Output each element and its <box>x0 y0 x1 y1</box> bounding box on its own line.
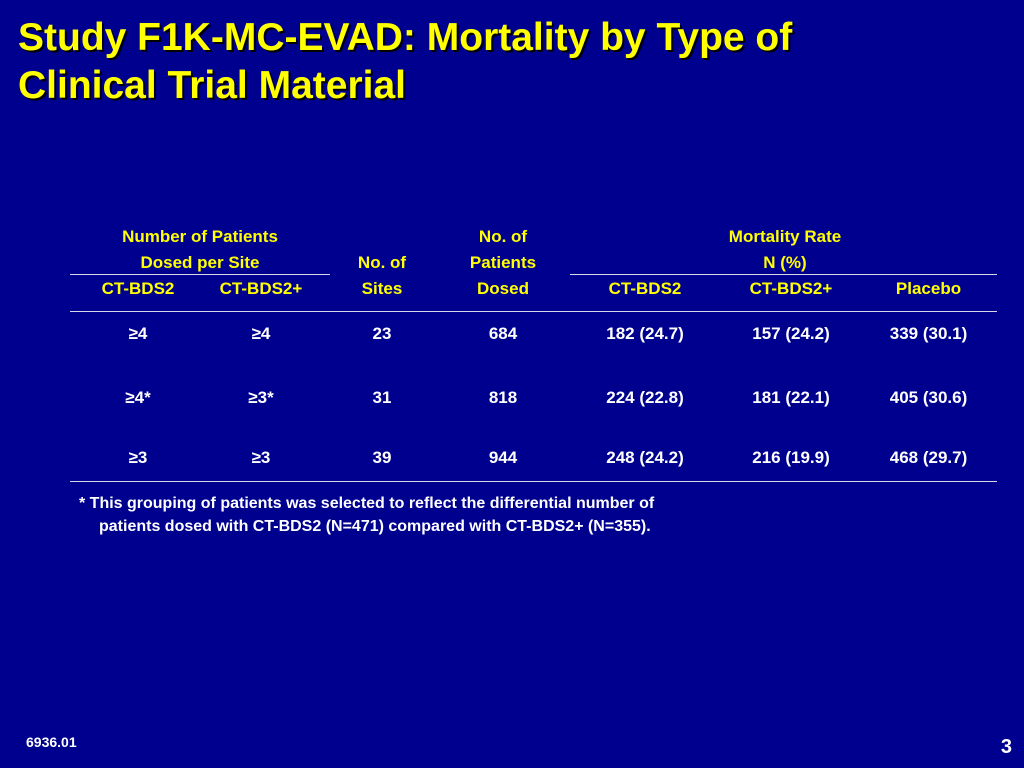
header-mortality-rate-line-1: Mortality Rate <box>728 227 842 246</box>
header-patients-dosed-line-2: Patients <box>469 253 537 272</box>
header-ct-bds2-plus: CT-BDS2+ <box>219 279 303 298</box>
row-1-sites: 23 <box>372 324 392 343</box>
row-3-sites: 39 <box>372 448 392 467</box>
footnote: * This grouping of patients was selected… <box>79 492 654 538</box>
row-3-patients-dosed: 944 <box>488 448 518 467</box>
row-1-mortality-ct-bds2-plus: 157 (24.2) <box>752 324 830 343</box>
header-mortality-rate-line-2: N (%) <box>763 253 807 272</box>
footnote-line-2: patients dosed with CT-BDS2 (N=471) comp… <box>99 518 651 535</box>
slide-title-line-1: Study F1K-MC-EVAD: Mortality by Type of <box>18 16 793 59</box>
row-2-ct-bds2: ≥4* <box>125 388 151 407</box>
header-mortality-placebo: Placebo <box>895 279 962 298</box>
row-1-ct-bds2: ≥4 <box>128 324 148 343</box>
slide-number: 3 <box>1000 736 1012 758</box>
header-patients-per-site: Number of Patients Dosed per Site <box>70 224 330 276</box>
row-3-mortality-ct-bds2-plus: 216 (19.9) <box>752 448 830 467</box>
header-patients-per-site-line-2: Dosed per Site <box>140 253 260 272</box>
header-patients-per-site-line-1: Number of Patients <box>122 227 278 246</box>
row-3-ct-bds2-plus: ≥3 <box>251 448 271 467</box>
mortality-group-rule <box>570 274 997 275</box>
header-patients-dosed-line-1: No. of <box>478 227 528 246</box>
row-1-patients-dosed: 684 <box>488 324 518 343</box>
mortality-table: Number of Patients Dosed per Site CT-BDS… <box>70 224 997 483</box>
header-no-of-sites-line-1: No. of <box>357 253 407 272</box>
header-bottom-rule <box>70 311 997 312</box>
header-no-of-sites: No. of Sites <box>338 250 426 302</box>
header-patients-dosed-line-3: Dosed <box>477 279 529 298</box>
row-2-patients-dosed: 818 <box>488 388 518 407</box>
header-ct-bds2: CT-BDS2 <box>101 279 175 298</box>
row-3-mortality-placebo: 468 (29.7) <box>889 448 968 467</box>
header-patients-dosed: No. of Patients Dosed <box>446 224 560 302</box>
header-mortality-rate: Mortality Rate N (%) <box>690 224 880 276</box>
row-1-mortality-ct-bds2: 182 (24.7) <box>606 324 684 343</box>
header-mortality-ct-bds2: CT-BDS2 <box>608 279 682 298</box>
row-1-ct-bds2-plus: ≥4 <box>251 324 271 343</box>
slide-title: Study F1K-MC-EVAD: Mortality by Type of … <box>18 14 1008 110</box>
row-2-mortality-ct-bds2: 224 (22.8) <box>606 388 684 407</box>
table-bottom-rule <box>70 481 997 482</box>
row-3-mortality-ct-bds2: 248 (24.2) <box>606 448 684 467</box>
row-1-mortality-placebo: 339 (30.1) <box>889 324 968 343</box>
header-group-rule <box>70 274 330 275</box>
header-no-of-sites-line-2: Sites <box>361 279 403 298</box>
row-2-mortality-ct-bds2-plus: 181 (22.1) <box>752 388 830 407</box>
row-2-ct-bds2-plus: ≥3* <box>248 388 274 407</box>
header-mortality-ct-bds2-plus: CT-BDS2+ <box>749 279 833 298</box>
slide-code: 6936.01 <box>26 734 77 750</box>
footnote-line-1: * This grouping of patients was selected… <box>79 495 655 512</box>
row-3-ct-bds2: ≥3 <box>128 448 148 467</box>
row-2-sites: 31 <box>372 388 392 407</box>
row-2-mortality-placebo: 405 (30.6) <box>889 388 968 407</box>
slide-title-line-2: Clinical Trial Material <box>18 64 406 107</box>
